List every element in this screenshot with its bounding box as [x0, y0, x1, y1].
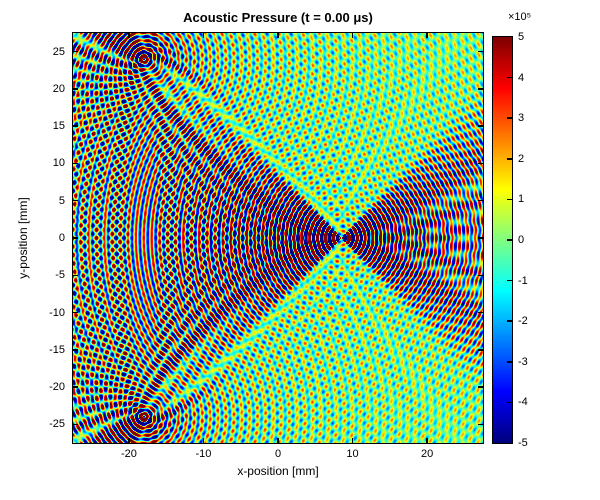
- x-axis-tick-mark: [277, 438, 279, 443]
- x-axis-label: x-position [mm]: [237, 464, 319, 478]
- x-tick-label: 10: [346, 448, 359, 460]
- colorbar-tick-mark: [507, 239, 512, 241]
- y-axis-tick-mark: [478, 199, 483, 202]
- x-axis-tick-mark: [128, 438, 130, 443]
- y-axis-tick-mark: [478, 125, 483, 127]
- x-axis-tick-mark: [277, 33, 279, 38]
- y-axis-tick-mark: [478, 237, 483, 239]
- plot-title: Acoustic Pressure (t = 0.00 μs): [183, 10, 373, 25]
- y-tick-label: -10: [49, 306, 65, 319]
- pressure-field-heatmap: [73, 33, 483, 443]
- x-tick-label: 20: [420, 448, 434, 460]
- colorbar-exponent-label: ×10⁵: [508, 11, 532, 23]
- colorbar-tick-mark: [507, 361, 512, 363]
- y-axis-tick-mark: [73, 386, 78, 388]
- y-axis-tick-mark: [478, 162, 483, 165]
- x-tick-label: -10: [195, 448, 212, 460]
- colorbar-tick-mark: [507, 320, 512, 322]
- y-tick-label: -20: [49, 381, 65, 394]
- colorbar-tick-label: 1: [518, 193, 525, 206]
- x-tick-label: -20: [120, 448, 137, 460]
- y-axis-tick-mark: [73, 88, 78, 90]
- y-axis-tick-mark: [73, 125, 78, 127]
- colorbar-tick-label: 4: [518, 71, 525, 84]
- x-axis-tick-mark: [202, 438, 205, 443]
- y-axis-tick-mark: [73, 50, 78, 53]
- colorbar-tick-mark: [507, 401, 512, 404]
- y-tick-label: -25: [49, 418, 65, 431]
- y-axis-tick-mark: [73, 423, 78, 426]
- colorbar-tick-label: 3: [518, 112, 525, 125]
- colorbar-tick-label: -4: [518, 396, 528, 409]
- y-axis-tick-mark: [478, 50, 483, 53]
- x-axis-tick-mark: [202, 33, 205, 38]
- colorbar-tick-label: -2: [518, 315, 528, 328]
- y-tick-label: 0: [58, 232, 65, 244]
- colorbar-tick-mark: [507, 158, 512, 160]
- colorbar-tick-label: -1: [518, 274, 528, 287]
- y-axis-tick-mark: [478, 423, 483, 426]
- plot-area: [72, 32, 484, 444]
- colorbar-tick-label: -3: [518, 355, 528, 368]
- colorbar-gradient: [493, 37, 512, 443]
- y-tick-label: 10: [52, 157, 65, 170]
- colorbar-tick-label: -5: [518, 437, 528, 449]
- y-axis-tick-mark: [73, 199, 78, 202]
- colorbar-tick-mark: [507, 279, 512, 282]
- x-axis-tick-mark: [351, 438, 354, 443]
- colorbar-tick-label: 0: [518, 234, 525, 246]
- colorbar-tick-mark: [507, 198, 512, 201]
- y-tick-label: 5: [58, 194, 65, 207]
- y-axis-tick-mark: [73, 274, 78, 277]
- y-axis-tick-mark: [478, 349, 483, 351]
- y-axis-tick-mark: [73, 311, 78, 314]
- colorbar-tick-mark: [507, 117, 512, 119]
- x-axis-tick-mark: [426, 438, 428, 443]
- y-tick-label: 15: [52, 120, 65, 133]
- colorbar-tick-mark: [507, 76, 512, 79]
- x-axis-tick-mark: [426, 33, 428, 38]
- x-axis-tick-mark: [128, 33, 130, 38]
- y-axis-tick-mark: [478, 274, 483, 277]
- y-axis-tick-mark: [73, 162, 78, 165]
- y-axis-tick-mark: [478, 88, 483, 90]
- colorbar-tick-label: 5: [518, 31, 525, 43]
- y-axis-tick-mark: [478, 386, 483, 388]
- colorbar-tick-label: 2: [518, 152, 525, 165]
- x-tick-label: 0: [274, 448, 282, 460]
- y-tick-label: 20: [52, 82, 65, 95]
- y-axis-tick-mark: [478, 311, 483, 314]
- y-tick-label: 25: [52, 45, 65, 58]
- colorbar: [492, 36, 513, 444]
- y-tick-label: -15: [49, 343, 65, 356]
- y-axis-label: y-position [mm]: [16, 197, 30, 279]
- y-axis-tick-mark: [73, 349, 78, 351]
- x-axis-tick-mark: [351, 33, 354, 38]
- y-axis-tick-mark: [73, 237, 78, 239]
- y-tick-label: -5: [55, 269, 65, 282]
